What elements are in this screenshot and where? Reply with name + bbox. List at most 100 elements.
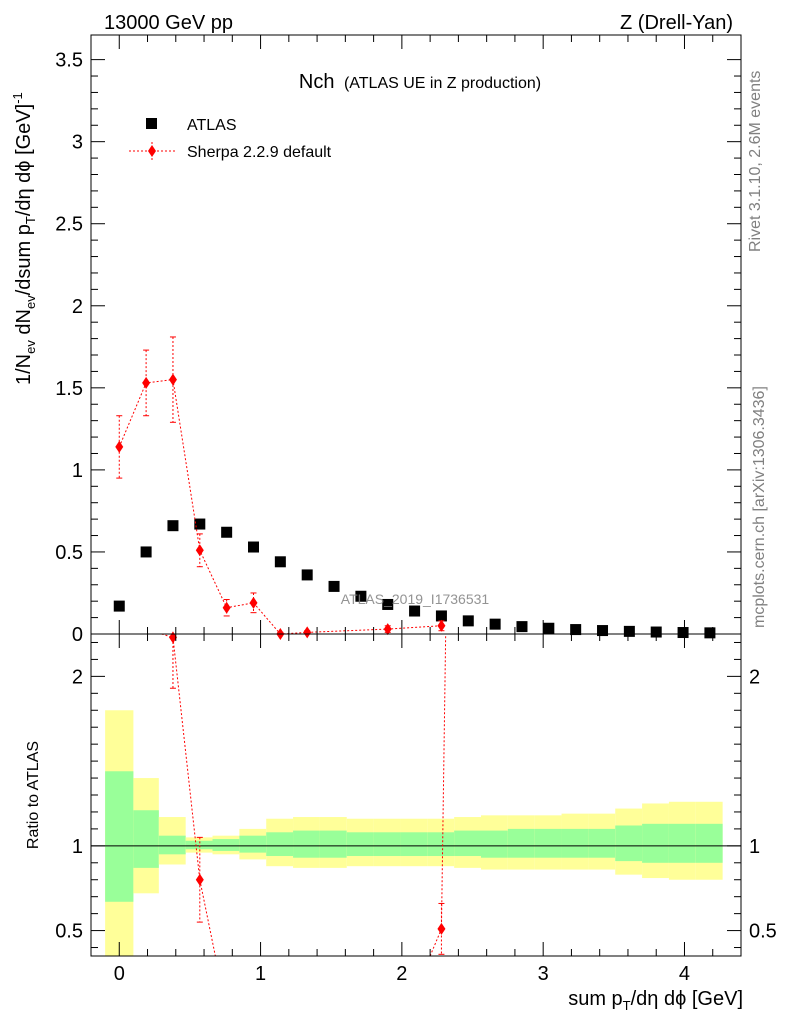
plot-title: Nch (ATLAS UE in Z production) — [299, 71, 541, 93]
y-tick-label: 0 — [72, 624, 83, 646]
y-tick-label: 2.5 — [55, 214, 83, 236]
plot-title-main: Nch — [299, 71, 335, 93]
legend-marker-sherpa — [148, 145, 156, 157]
ratio-sherpa-data-point — [437, 922, 446, 935]
ratio-sherpa-line — [161, 633, 216, 957]
ratio-sherpa-data-point — [195, 873, 204, 886]
ratio-y-tick-label: 1 — [72, 836, 83, 858]
legend: ATLAS Sherpa 2.2.9 default — [129, 117, 332, 161]
x-tick-label: 0 — [114, 963, 125, 985]
ratio-uncertainty-band-inner — [185, 840, 213, 850]
atlas-data-point — [248, 541, 259, 553]
ratio-uncertainty-band-inner — [695, 823, 723, 863]
ratio-plot-axes: 0.5 0.5 1 1 2 2 0 1 2 3 4 — [55, 634, 777, 985]
atlas-data-point — [435, 610, 447, 622]
ratio-uncertainty-band-inner — [454, 830, 481, 857]
legend-marker-atlas — [146, 118, 157, 129]
ratio-uncertainty-band-inner — [615, 825, 643, 862]
ratio-uncertainty-band-inner — [212, 839, 240, 851]
sherpa-line — [118, 379, 442, 635]
y-tick-label: 3.5 — [55, 50, 83, 72]
atlas-data-point — [677, 627, 689, 639]
atlas-data-point — [623, 625, 635, 637]
ratio-uncertainty-band-inner — [588, 828, 616, 858]
atlas-data-point — [570, 624, 582, 636]
main-plot-panel: 0 0.5 1 1.5 2 2.5 3 3.5 — [55, 34, 742, 646]
ratio-uncertainty-band-inner — [642, 823, 669, 863]
sherpa-data-point — [168, 373, 177, 386]
plot-title-sub: (ATLAS UE in Z production) — [344, 75, 541, 92]
ratio-uncertainty-band-inner — [373, 832, 401, 857]
atlas-data-point — [409, 605, 421, 617]
atlas-data-point — [274, 556, 286, 568]
ratio-uncertainty-band-inner — [534, 828, 562, 858]
main-y-axis-title: 1/Nev dNev/dsum pT/dη dϕ [GeV]-1 — [10, 92, 38, 385]
main-plot-axes: 0 0.5 1 1.5 2 2.5 3 3.5 — [55, 35, 742, 646]
atlas-data-point — [221, 526, 233, 538]
sherpa-data-point — [115, 440, 124, 453]
y-tick-label: 3 — [72, 132, 83, 154]
atlas-data-point — [140, 546, 152, 558]
atlas-data-point — [382, 598, 394, 610]
ratio-y-tick-label: 0.5 — [55, 921, 83, 943]
sherpa-data-point — [249, 596, 258, 609]
analysis-watermark: ATLAS_2019_I1736531 — [341, 591, 490, 607]
y-tick-label: 0.5 — [55, 542, 83, 564]
ratio-uncertainty-band-inner — [346, 832, 374, 857]
atlas-data-point — [113, 600, 125, 612]
ratio-plot-panel: 0.5 0.5 1 1 2 2 0 1 2 3 4 — [55, 631, 777, 985]
ratio-uncertainty-band-inner — [239, 835, 267, 853]
atlas-data-point — [328, 580, 340, 592]
sherpa-data-point — [383, 623, 392, 636]
ratio-y-axis-title: Ratio to ATLAS — [25, 741, 42, 849]
atlas-data-point — [167, 520, 179, 532]
ratio-plot-content — [91, 631, 741, 957]
ratio-y-tick-label-right: 0.5 — [749, 921, 777, 943]
ratio-uncertainty-band-inner — [561, 828, 589, 858]
ratio-uncertainty-band-inner — [319, 830, 347, 858]
x-tick-label: 1 — [255, 963, 266, 985]
legend-label-atlas: ATLAS — [187, 117, 237, 134]
ratio-uncertainty-band-inner — [266, 832, 294, 857]
x-axis-title: sum pT/dη dϕ [GeV] — [568, 988, 743, 1013]
ratio-uncertainty-band-inner — [481, 830, 508, 858]
sherpa-data-point — [142, 376, 151, 389]
header-left: 13000 GeV pp — [104, 12, 233, 34]
atlas-data-point — [543, 622, 555, 634]
x-tick-label: 2 — [396, 963, 407, 985]
atlas-data-point — [462, 615, 474, 627]
rivet-label: Rivet 3.1.10, 2.6M events — [747, 71, 764, 252]
atlas-data-point — [301, 569, 313, 581]
ratio-uncertainty-band-inner — [427, 832, 455, 857]
x-tick-label: 3 — [538, 963, 549, 985]
atlas-data-point — [597, 625, 609, 637]
atlas-data-point — [516, 621, 528, 633]
atlas-data-point — [355, 590, 367, 602]
sherpa-data-point — [195, 544, 204, 557]
sherpa-data-point — [222, 601, 231, 614]
ratio-uncertainty-band-inner — [158, 835, 186, 855]
atlas-data-point — [489, 618, 501, 630]
ratio-y-tick-label-right: 2 — [749, 666, 760, 688]
mcplots-label: mcplots.cern.ch [arXiv:1306.3436] — [751, 386, 768, 628]
sherpa-data-point — [303, 626, 312, 639]
atlas-data-point — [194, 518, 206, 530]
ratio-uncertainty-band-inner — [400, 832, 428, 857]
ratio-uncertainty-band-inner — [133, 810, 159, 868]
y-tick-label: 1 — [72, 460, 83, 482]
legend-label-sherpa: Sherpa 2.2.9 default — [187, 144, 332, 161]
ratio-uncertainty-band-inner — [507, 828, 535, 858]
ratio-y-tick-label: 2 — [72, 666, 83, 688]
y-tick-label: 1.5 — [55, 378, 83, 400]
main-plot-content — [113, 336, 716, 640]
ratio-uncertainty-band-inner — [668, 823, 696, 863]
sherpa-data-point — [437, 619, 446, 632]
header-right: Z (Drell-Yan) — [620, 12, 733, 34]
ratio-uncertainty-band-inner — [293, 830, 320, 858]
y-tick-label: 2 — [72, 296, 83, 318]
ratio-y-tick-label-right: 1 — [749, 836, 760, 858]
atlas-data-point — [704, 627, 716, 639]
ratio-uncertainty-band-inner — [105, 771, 134, 902]
x-tick-label: 4 — [679, 963, 690, 985]
